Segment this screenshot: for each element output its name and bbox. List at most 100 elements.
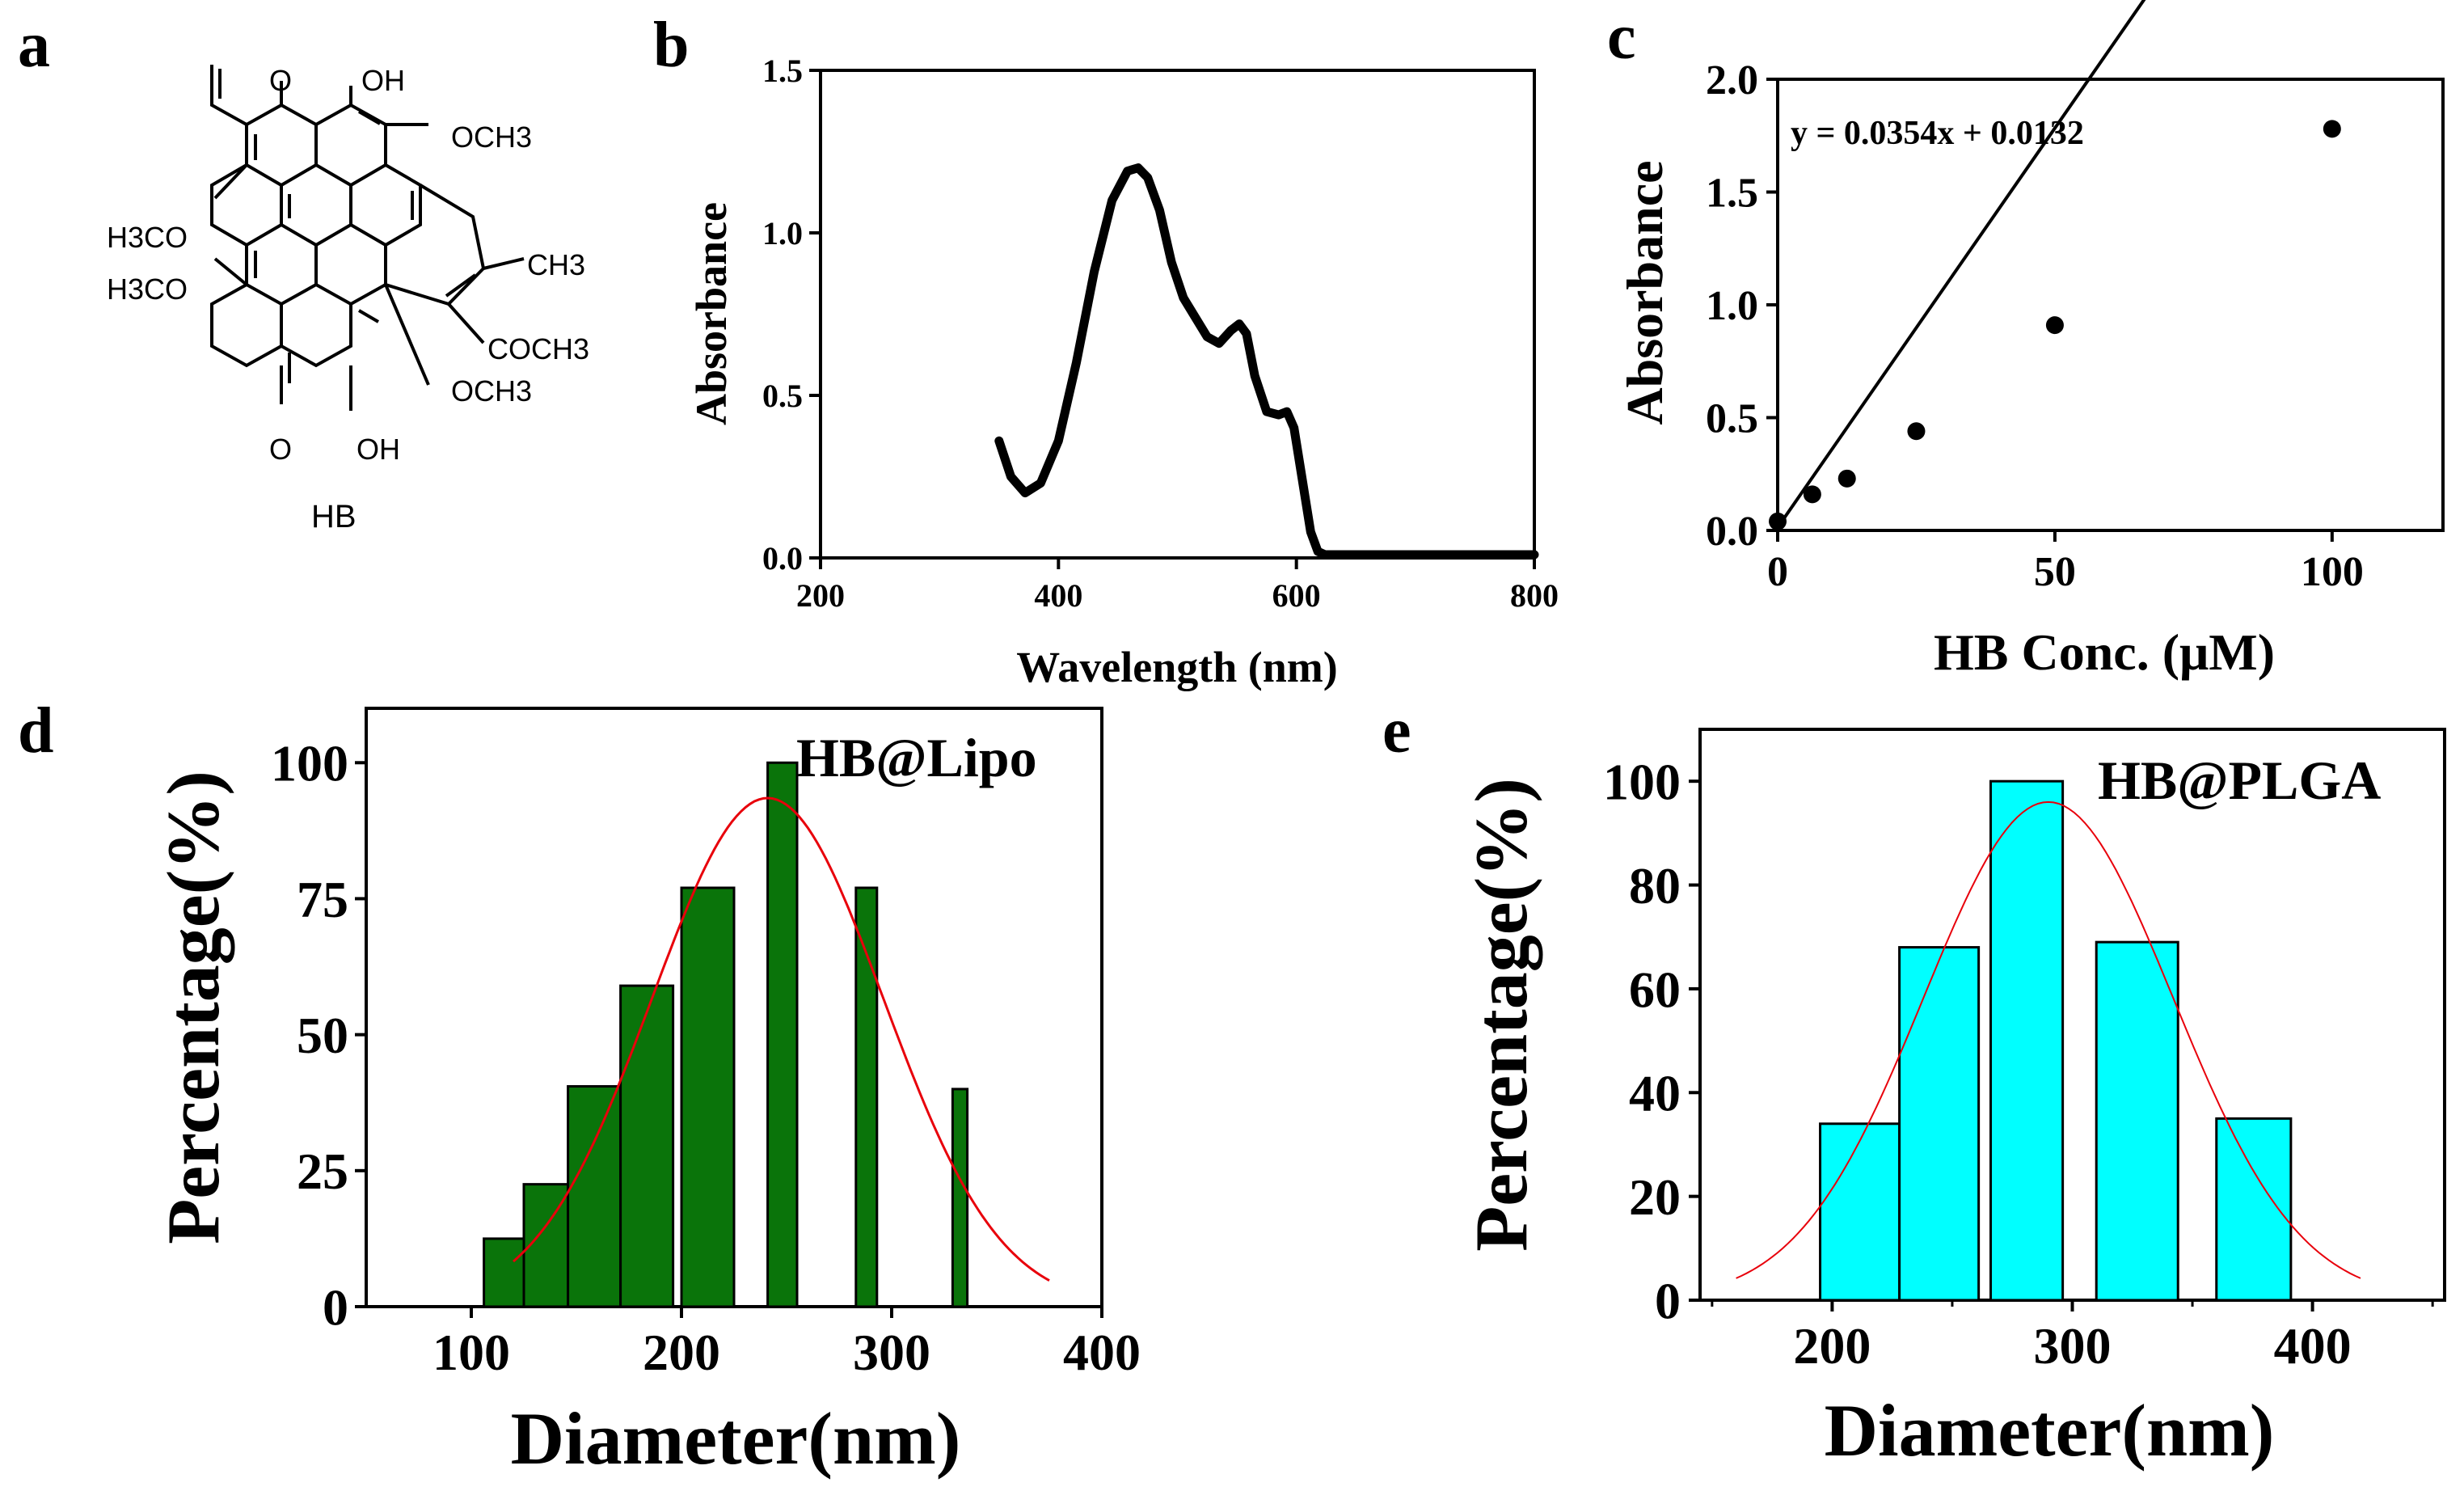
histogram-bar — [2095, 940, 2179, 1302]
histogram-bar — [483, 1237, 525, 1308]
panel-b: b 200 400 600 800 0.0 0.5 1.0 1.5 Wavelength (n… — [653, 10, 1559, 691]
y-tick-label: 40 — [1629, 1065, 1681, 1122]
group-och3-lower: OCH3 — [451, 374, 532, 408]
ticks-c: 0 50 100 0.0 0.5 1.0 1.5 2.0 — [1706, 57, 2364, 595]
bars-e — [1819, 779, 2293, 1302]
histogram-bar — [567, 1085, 622, 1308]
panel-a: a — [18, 10, 589, 534]
calibration-point — [2045, 316, 2064, 335]
x-tick-label: 300 — [2034, 1317, 2112, 1375]
x-tick-label: 50 — [2034, 549, 2076, 595]
y-tick-label: 50 — [297, 1007, 348, 1064]
plot-frame-e — [1698, 728, 2446, 1302]
calibration-points — [1769, 120, 2341, 530]
bars-d — [483, 761, 969, 1308]
group-oh-top: OH — [361, 64, 405, 97]
y-tick-label: 1.5 — [1706, 171, 1758, 217]
calibration-point — [1769, 512, 1787, 530]
y-tick-label: 100 — [1603, 754, 1681, 811]
x-tick-label: 400 — [1063, 1324, 1141, 1381]
panel-label-a: a — [18, 10, 50, 81]
linear-fit-line — [1776, 0, 2146, 529]
y-tick-label: 0.5 — [762, 378, 803, 414]
histogram-bar — [854, 886, 879, 1308]
histogram-bar — [951, 1088, 969, 1308]
y-tick-label: 75 — [297, 871, 348, 928]
panel-c: c 0 50 100 0.0 0.5 1.0 1.5 2.0 y = 0.0354x + 0.… — [1607, 0, 2445, 681]
y-axis-label-b: Absorbance — [687, 202, 736, 425]
compound-label: HB — [311, 499, 357, 534]
x-tick-label: 100 — [2301, 549, 2364, 595]
histogram-bar — [1989, 779, 2065, 1302]
structure-labels: O OH OCH3 H3CO CH3 H3CO COCH3 OCH3 O OH … — [107, 64, 589, 534]
x-tick-label: 200 — [796, 577, 845, 614]
y-tick-label: 1.5 — [762, 53, 803, 89]
y-tick-label: 0.0 — [1706, 509, 1758, 555]
panel-d: d 100 200 300 400 0 25 50 75 100 HB@Lipo Diamete… — [18, 695, 1141, 1480]
y-tick-label: 100 — [271, 735, 348, 792]
histogram-bar — [2215, 1117, 2293, 1302]
y-tick-label: 25 — [297, 1143, 348, 1200]
x-tick-label: 100 — [432, 1324, 510, 1381]
x-tick-label: 600 — [1272, 577, 1321, 614]
y-tick-label: 0.5 — [1706, 396, 1758, 442]
ticks-b: 200 400 600 800 0.0 0.5 1.0 1.5 — [762, 53, 1559, 614]
panel-label-c: c — [1607, 2, 1636, 73]
y-tick-label: 80 — [1629, 857, 1681, 914]
gaussian-fit-d — [513, 796, 1050, 1282]
panel-label-e: e — [1382, 695, 1411, 767]
calibration-point — [2323, 120, 2341, 138]
histogram-bar — [680, 886, 736, 1308]
histogram-bar — [1898, 946, 1981, 1302]
histogram-bar — [619, 984, 675, 1308]
hb-structure — [210, 65, 525, 411]
histogram-bar — [1819, 1122, 1901, 1302]
y-tick-label: 0 — [323, 1278, 348, 1336]
y-tick-label: 0.0 — [762, 540, 803, 577]
calibration-point — [1803, 485, 1821, 504]
group-ch3: CH3 — [527, 248, 585, 281]
y-tick-label: 60 — [1629, 961, 1681, 1018]
x-tick-label: 300 — [853, 1324, 930, 1381]
y-tick-label: 20 — [1629, 1168, 1681, 1226]
calibration-point — [1907, 422, 1926, 441]
group-oh-bottom: OH — [357, 433, 400, 466]
legend-label-d: HB@Lipo — [796, 727, 1037, 788]
group-h3co-lower: H3CO — [107, 272, 188, 306]
histogram-bar — [766, 761, 799, 1308]
absorbance-curve — [994, 163, 1539, 560]
x-tick-label: 800 — [1510, 577, 1559, 614]
plot-frame-b — [819, 69, 1536, 560]
panel-e: e 200 300 400 0 20 40 60 80 100 HB@PLGA Diameter… — [1382, 695, 2446, 1472]
gaussian-fit-e — [1736, 800, 2361, 1279]
x-axis-label-b: Wavelength (nm) — [1016, 643, 1338, 691]
group-o-bottom: O — [269, 433, 292, 466]
group-o-top: O — [269, 64, 292, 97]
ticks-e: 200 300 400 0 20 40 60 80 100 — [1603, 754, 2434, 1375]
calibration-point — [1837, 469, 1856, 488]
y-axis-label-e: Percentage(%) — [1460, 778, 1542, 1252]
group-och3-upper: OCH3 — [451, 120, 532, 154]
y-tick-label: 2.0 — [1706, 57, 1758, 103]
panel-label-b: b — [653, 10, 690, 81]
ticks-d: 100 200 300 400 0 25 50 75 100 — [271, 735, 1141, 1381]
x-tick-label: 400 — [1034, 577, 1082, 614]
y-tick-label: 1.0 — [762, 215, 803, 251]
x-tick-label: 200 — [643, 1324, 720, 1381]
y-tick-label: 1.0 — [1706, 283, 1758, 329]
y-axis-label-d: Percentage(%) — [152, 771, 234, 1244]
x-tick-label: 200 — [1793, 1317, 1871, 1375]
x-axis-label-c: HB Conc. (μM) — [1934, 623, 2275, 681]
y-axis-label-c: Absorbance — [1616, 160, 1673, 424]
x-axis-label-e: Diameter(nm) — [1825, 1389, 2275, 1472]
x-axis-label-d: Diameter(nm) — [511, 1397, 961, 1480]
group-h3co-upper: H3CO — [107, 221, 188, 254]
panel-label-d: d — [18, 695, 54, 767]
group-coch3: COCH3 — [487, 332, 589, 365]
y-tick-label: 0 — [1655, 1272, 1681, 1329]
legend-label-e: HB@PLGA — [2098, 750, 2381, 811]
x-tick-label: 0 — [1767, 549, 1788, 595]
fit-equation: y = 0.0354x + 0.0132 — [1791, 115, 2084, 152]
x-tick-label: 400 — [2274, 1317, 2352, 1375]
